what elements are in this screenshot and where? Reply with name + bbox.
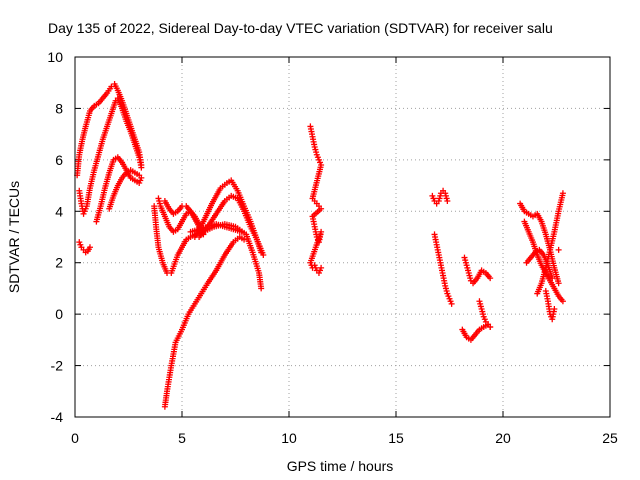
- y-tick-label: -2: [51, 358, 64, 374]
- data-point: [444, 198, 451, 204]
- data-points: [74, 81, 566, 410]
- x-tick-label: 25: [602, 430, 618, 446]
- data-point: [318, 264, 325, 271]
- y-tick-label: 2: [55, 255, 63, 271]
- plot-frame: [74, 56, 611, 418]
- y-tick-label: 0: [55, 306, 63, 322]
- data-point: [487, 324, 494, 330]
- data-point: [238, 228, 245, 235]
- x-axis-label: GPS time / hours: [287, 458, 394, 474]
- data-point: [555, 246, 562, 253]
- y-tick-label: -4: [51, 409, 64, 425]
- x-tick-label: 20: [495, 430, 511, 446]
- chart-title: Day 135 of 2022, Sidereal Day-to-day VTE…: [48, 20, 553, 36]
- data-point: [549, 275, 556, 282]
- data-point: [258, 249, 265, 256]
- data-point: [258, 285, 265, 292]
- data-point: [136, 172, 143, 179]
- y-tick-label: 6: [55, 152, 63, 168]
- x-tick-label: 0: [71, 430, 79, 446]
- x-tick-label: 5: [178, 430, 186, 446]
- y-tick-label: 8: [55, 100, 63, 116]
- data-point: [86, 244, 93, 251]
- x-tick-label: 15: [388, 430, 404, 446]
- grid: [75, 57, 610, 417]
- y-tick-label: 4: [55, 203, 63, 219]
- y-axis-label: SDTVAR / TECUs: [6, 181, 22, 293]
- data-point: [555, 280, 562, 287]
- y-tick-label: 10: [47, 49, 63, 65]
- data-point: [448, 300, 455, 307]
- x-tick-label: 10: [281, 430, 297, 446]
- data-point: [559, 298, 566, 305]
- axes: 0 5 10 15 20 25 -4 -2 0 2 4 6 8 10: [47, 49, 618, 446]
- data-point: [241, 236, 248, 243]
- data-point: [559, 190, 566, 197]
- data-point: [551, 306, 558, 312]
- data-point: [487, 275, 494, 282]
- data-point: [138, 164, 145, 171]
